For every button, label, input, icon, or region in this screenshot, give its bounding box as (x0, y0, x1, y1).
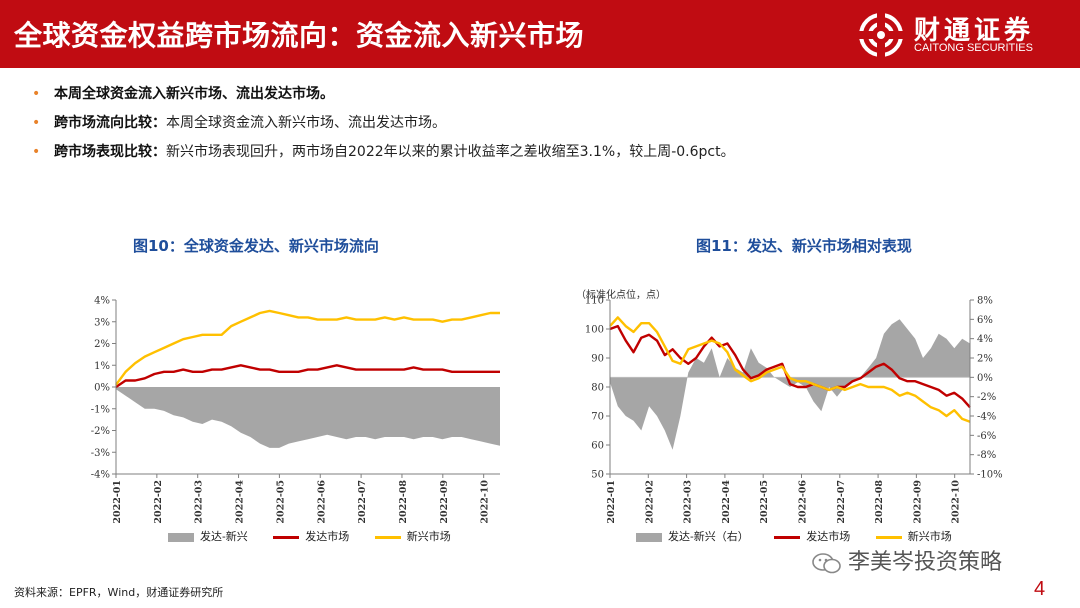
legend-label: 发达市场 (806, 530, 851, 543)
legend-label: 新兴市场 (406, 530, 451, 543)
x-tick-label: 2022-10 (480, 480, 491, 524)
y-tick-label: -3% (91, 448, 110, 459)
bullet-3-text: 新兴市场表现回升，两市场自2022年以来的累计收益率之差收缩至3.1%，较上周-… (166, 144, 735, 160)
x-tick-label: 2022-10 (951, 480, 962, 524)
bullet-3: • 跨市场表现比较：新兴市场表现回升，两市场自2022年以来的累计收益率之差收缩… (30, 142, 1050, 171)
y-tick-label: 110 (585, 296, 604, 307)
bullet-2: • 跨市场流向比较：本周全球资金流入新兴市场、流出发达市场。 (30, 113, 1050, 142)
x-tick-label: 2022-09 (439, 480, 450, 524)
series-line-发达市场 (115, 364, 500, 388)
series-area-发达-新兴 (116, 387, 500, 448)
legend-label: 发达-新兴（右） (668, 530, 749, 543)
y2-tick-label: -2% (977, 392, 996, 403)
x-tick-label: 2022-07 (357, 480, 368, 524)
y2-tick-label: -8% (977, 450, 996, 461)
legend-item-developed: 发达市场 (774, 528, 850, 544)
legend-swatch-line (273, 535, 300, 539)
x-tick-label: 2022-01 (112, 480, 123, 524)
x-tick-label: 2022-05 (275, 480, 286, 524)
bullet-3-bold: 跨市场表现比较： (54, 144, 166, 160)
legend-label: 新兴市场 (907, 530, 952, 543)
y-tick-label: 60 (591, 441, 604, 452)
x-tick-label: 2022-02 (644, 480, 655, 524)
legend-swatch-line (774, 535, 801, 539)
y2-tick-label: -6% (977, 431, 996, 442)
page-title: 全球资金权益跨市场流向：资金流入新兴市场 (14, 19, 585, 52)
bullet-1: • 本周全球资金流入新兴市场、流出发达市场。 (30, 84, 1050, 113)
y2-tick-label: 2% (977, 354, 993, 365)
legend-item-diff: 发达-新兴 (168, 528, 248, 544)
bullet-dot-icon: • (32, 144, 41, 160)
series-line-新兴市场 (115, 309, 500, 386)
page-number: 4 (1034, 578, 1046, 600)
data-source-note: 资料来源：EPFR，Wind，财通证券研究所 (14, 586, 224, 599)
company-logo: 财通证券 CAITONG SECURITIES (858, 10, 1068, 60)
logo-chinese-name: 财通证券 (914, 16, 1035, 46)
y-tick-label: 90 (591, 354, 604, 365)
legend-item-emerging: 新兴市场 (374, 528, 451, 544)
y2-tick-label: -10% (977, 470, 1003, 481)
fund-flow-chart: -4% -3% -2% -1% 0% 1% 2% 3% 4% 2022-01 2022-02 2022… (91, 296, 500, 524)
legend-swatch-line (374, 535, 401, 539)
x-tick-label: 2022-07 (836, 480, 847, 524)
caitong-logo-icon (859, 13, 903, 57)
x-tick-label: 2022-03 (194, 480, 205, 524)
bullet-dot-icon: • (32, 86, 41, 102)
legend-label: 发达市场 (305, 530, 350, 543)
y-tick-label: 1% (94, 361, 110, 372)
legend-swatch-line (875, 535, 902, 539)
x-tick-label: 2022-02 (153, 480, 164, 524)
header-bar: 全球资金权益跨市场流向：资金流入新兴市场 财通证券 CAITONG SECURI… (0, 0, 1080, 68)
x-tick-label: 2022-05 (759, 480, 770, 524)
figure-10-title: 图10：全球资金发达、新兴市场流向 (133, 237, 379, 255)
series-line-发达市场 (609, 324, 971, 409)
summary-bullets: • 本周全球资金流入新兴市场、流出发达市场。 • 跨市场流向比较：本周全球资金流… (30, 84, 1050, 171)
logo-english-name: CAITONG SECURITIES (914, 42, 1033, 54)
wechat-icon (812, 553, 841, 574)
fund-flow-legend: 发达-新兴 发达市场 新兴市场 (168, 528, 473, 544)
bullet-2-text: 本周全球资金流入新兴市场、流出发达市场。 (166, 115, 446, 131)
y-tick-label: -1% (91, 404, 110, 415)
x-tick-label: 2022-08 (874, 480, 885, 524)
legend-item-emerging: 新兴市场 (875, 528, 952, 544)
watermark-text: 李美岑投资策略 (848, 550, 1003, 575)
x-tick-label: 2022-06 (797, 480, 808, 524)
y-tick-label: 80 (591, 383, 604, 394)
y-tick-label: 0% (94, 383, 110, 394)
legend-item-diff: 发达-新兴（右） (636, 528, 749, 544)
y-tick-label: 4% (94, 296, 110, 307)
y-tick-label: 50 (591, 470, 604, 481)
y2-tick-label: 6% (977, 315, 993, 326)
x-tick-label: 2022-08 (398, 480, 409, 524)
figure-11-title: 图11：发达、新兴市场相对表现 (696, 237, 912, 255)
y2-tick-label: 0% (977, 373, 993, 384)
legend-label: 发达-新兴 (200, 530, 248, 543)
y-tick-label: 70 (591, 412, 604, 423)
y2-tick-label: 8% (977, 296, 993, 307)
series-line-新兴市场 (609, 316, 971, 423)
relative-performance-chart: 50 60 70 80 90 100 110 2022-01 2022-02 2022-03 202… (576, 288, 1003, 524)
y2-tick-label: 4% (977, 334, 993, 345)
x-tick-label: 2022-06 (316, 480, 327, 524)
legend-swatch-area (168, 532, 194, 542)
x-tick-label: 2022-09 (912, 480, 923, 524)
y-tick-label: -2% (91, 426, 110, 437)
x-tick-label: 2022-03 (683, 480, 694, 524)
bullet-dot-icon: • (32, 115, 41, 131)
y-axis-label: （标准化点位，点） (576, 288, 666, 301)
relative-performance-legend: 发达-新兴（右） 发达市场 新兴市场 (636, 528, 974, 544)
y-tick-label: 100 (585, 325, 604, 336)
y-tick-label: 3% (94, 317, 110, 328)
y-tick-label: -4% (91, 470, 110, 481)
x-tick-label: 2022-01 (606, 480, 617, 524)
x-tick-label: 2022-04 (721, 480, 732, 524)
legend-item-developed: 发达市场 (273, 528, 349, 544)
x-tick-label: 2022-04 (235, 480, 246, 524)
y-tick-label: 2% (94, 339, 110, 350)
bullet-1-bold: 本周全球资金流入新兴市场、流出发达市场。 (54, 86, 334, 102)
y2-tick-label: -4% (977, 412, 996, 423)
legend-swatch-area (636, 532, 662, 542)
bullet-2-bold: 跨市场流向比较： (54, 115, 166, 131)
